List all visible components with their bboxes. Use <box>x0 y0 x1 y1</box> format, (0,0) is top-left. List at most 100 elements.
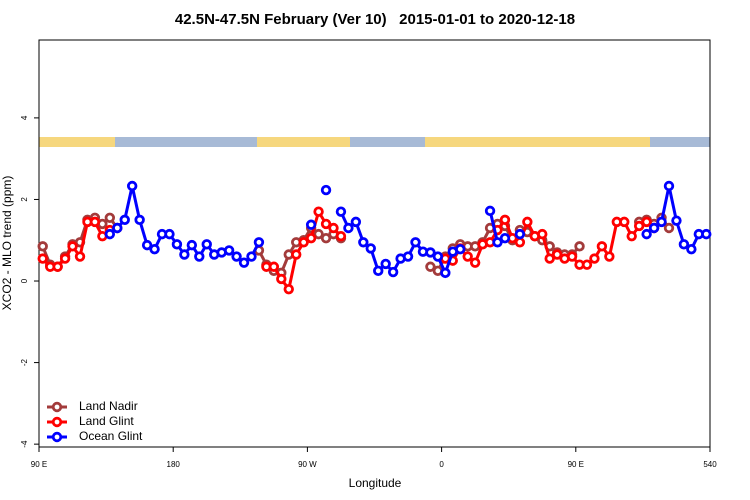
data-point <box>141 239 153 251</box>
data-point <box>551 249 563 260</box>
data-point <box>253 237 265 248</box>
land-band <box>257 137 350 147</box>
data-point <box>566 251 578 262</box>
land-band <box>39 137 115 147</box>
data-point <box>194 251 205 262</box>
data-point <box>201 239 212 250</box>
data-point <box>74 251 86 262</box>
x-tick-label: 90 W <box>298 460 317 469</box>
legend-label: Land Nadir <box>79 399 138 413</box>
data-point <box>619 216 630 228</box>
data-point <box>671 215 682 226</box>
plot-frame <box>38 39 711 448</box>
legend-marker <box>51 416 63 428</box>
data-point <box>544 253 555 264</box>
data-point <box>67 241 78 252</box>
data-point <box>291 249 302 260</box>
legend-marker <box>51 431 63 443</box>
y-tick-label: 4 <box>20 115 29 120</box>
data-point <box>305 219 317 230</box>
data-point <box>380 258 391 270</box>
data-point <box>492 237 503 248</box>
data-point <box>231 251 242 262</box>
x-tick-label: 540 <box>703 460 717 469</box>
data-point <box>179 249 190 260</box>
data-point <box>37 241 48 252</box>
data-point <box>238 257 250 268</box>
data-point <box>522 216 533 228</box>
data-point <box>641 216 652 228</box>
data-point <box>701 228 712 240</box>
data-point <box>320 184 332 196</box>
data-point <box>134 214 145 226</box>
data-point <box>126 180 138 192</box>
data-point <box>596 241 608 252</box>
data-point <box>663 222 675 234</box>
data-point <box>343 222 354 234</box>
data-point <box>171 239 183 250</box>
data-point <box>89 216 101 228</box>
x-tick-label: 90 E <box>568 460 584 469</box>
data-point <box>305 232 317 244</box>
data-point <box>656 216 667 228</box>
data-point <box>59 253 71 264</box>
data-point <box>365 243 376 254</box>
data-point <box>455 244 466 255</box>
data-point <box>514 228 526 240</box>
data-point <box>283 283 294 295</box>
data-point <box>246 251 257 262</box>
data-point <box>633 220 645 232</box>
land-band <box>425 137 650 147</box>
data-point <box>186 239 198 251</box>
data-point <box>149 244 160 255</box>
legend-label: Ocean Glint <box>79 429 143 443</box>
data-point <box>574 241 585 252</box>
data-point <box>432 251 444 262</box>
data-point <box>223 245 235 256</box>
data-point <box>440 267 451 279</box>
y-axis-label: XCO2 - MLO trend (ppm) <box>0 176 14 311</box>
data-point <box>604 251 615 262</box>
legend-label: Land Glint <box>79 414 134 428</box>
data-point <box>425 261 436 272</box>
data-point <box>320 218 332 230</box>
land-ocean-strip <box>39 137 710 147</box>
data-point <box>387 266 399 278</box>
ocean-band <box>650 137 710 147</box>
ocean-band <box>115 137 257 147</box>
data-point <box>484 205 496 217</box>
data-point <box>499 214 511 226</box>
data-point <box>410 237 421 248</box>
legend-marker <box>51 401 63 413</box>
data-point <box>313 228 324 240</box>
x-tick-label: 0 <box>439 460 444 469</box>
y-tick-label: -2 <box>20 358 29 366</box>
ocean-band <box>350 137 425 147</box>
data-point <box>358 237 369 248</box>
data-point <box>626 230 637 242</box>
data-point <box>164 228 175 240</box>
data-point <box>462 251 473 262</box>
data-point <box>402 251 414 262</box>
data-point <box>320 232 332 244</box>
data-point <box>648 222 660 234</box>
data-point <box>350 216 362 228</box>
data-point <box>52 261 63 272</box>
data-point <box>119 214 130 226</box>
data-point <box>678 239 690 250</box>
data-point <box>268 261 280 272</box>
data-point <box>469 257 481 268</box>
y-tick-label: -4 <box>20 440 29 448</box>
data-point <box>104 228 116 240</box>
data-point <box>373 265 384 277</box>
x-tick-label: 180 <box>167 460 181 469</box>
x-tick-label: 90 E <box>31 460 47 469</box>
data-point <box>112 222 123 234</box>
data-point <box>499 232 511 244</box>
data-point <box>537 228 548 240</box>
data-point <box>313 206 324 217</box>
chart-title: 42.5N-47.5N February (Ver 10) 2015-01-01… <box>175 11 575 28</box>
data-point <box>641 228 652 240</box>
data-point <box>663 180 675 192</box>
